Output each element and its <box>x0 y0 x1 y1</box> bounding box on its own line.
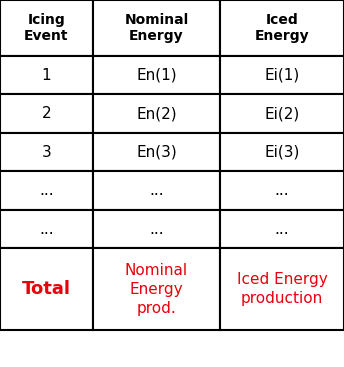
Text: 2: 2 <box>42 106 51 121</box>
Bar <box>220 210 344 248</box>
Text: ...: ... <box>149 222 164 237</box>
Bar <box>220 56 344 94</box>
Text: Ei(3): Ei(3) <box>265 145 300 160</box>
Text: Ei(2): Ei(2) <box>265 106 300 121</box>
Text: Total: Total <box>22 280 71 298</box>
Text: ...: ... <box>275 222 289 237</box>
Text: Nominal
Energy
prod.: Nominal Energy prod. <box>125 263 188 316</box>
Text: ...: ... <box>39 222 54 237</box>
Text: 1: 1 <box>42 68 51 83</box>
Bar <box>0 171 93 210</box>
Bar <box>0 248 93 330</box>
Text: Iced Energy
production: Iced Energy production <box>237 272 327 306</box>
Bar <box>93 210 220 248</box>
Bar <box>0 94 93 133</box>
Bar <box>0 56 93 94</box>
Text: Icing
Event: Icing Event <box>24 13 69 43</box>
Text: En(3): En(3) <box>136 145 177 160</box>
Bar <box>0 133 93 171</box>
Bar <box>93 0 220 56</box>
Bar <box>0 0 93 56</box>
Text: ...: ... <box>39 183 54 198</box>
Text: 3: 3 <box>42 145 51 160</box>
Text: ...: ... <box>149 183 164 198</box>
Text: Ei(1): Ei(1) <box>265 68 300 83</box>
Bar <box>93 171 220 210</box>
Bar <box>220 0 344 56</box>
Bar <box>93 56 220 94</box>
Text: En(1): En(1) <box>136 68 177 83</box>
Bar <box>0 210 93 248</box>
Text: Nominal
Energy: Nominal Energy <box>125 13 189 43</box>
Text: Iced
Energy: Iced Energy <box>255 13 309 43</box>
Bar <box>93 94 220 133</box>
Bar <box>220 94 344 133</box>
Text: En(2): En(2) <box>136 106 177 121</box>
Bar <box>93 248 220 330</box>
Bar <box>220 171 344 210</box>
Bar <box>220 248 344 330</box>
Text: ...: ... <box>275 183 289 198</box>
Bar <box>93 133 220 171</box>
Bar <box>220 133 344 171</box>
